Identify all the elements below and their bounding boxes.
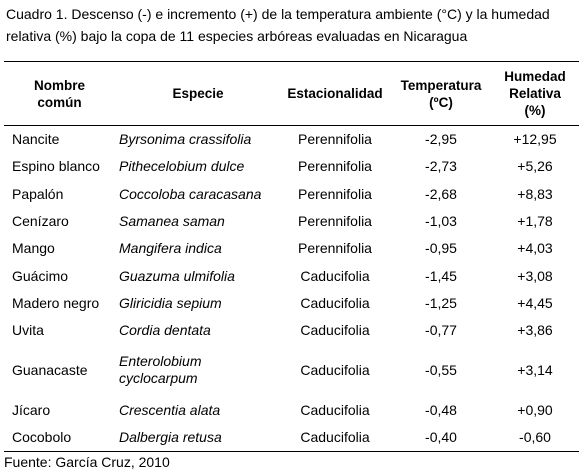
species-cell: Samanea saman xyxy=(109,208,279,235)
header-humidity: Humedad Relativa (%) xyxy=(504,69,566,118)
humidity-cell: +1,78 xyxy=(517,213,553,230)
temperature-cell: -0,40 xyxy=(425,428,457,445)
temperature-cell: -1,25 xyxy=(425,294,457,311)
seasonality-cell: Caducifolia xyxy=(300,267,370,284)
temperature-cell: -2,73 xyxy=(425,158,457,175)
table-row: Madero negro Gliricidia sepium Caducifolia… xyxy=(4,290,579,317)
table-row: Uvita Cordia dentata Caducifolia -0,77 +3,86 xyxy=(4,317,579,344)
table-row: Jícaro Crescentia alata Caducifolia -0,48 +0… xyxy=(4,396,579,423)
common-name-cell: Uvita xyxy=(12,322,44,339)
common-name-cell: Nancite xyxy=(12,131,60,148)
species-name-continued: cyclocarpum xyxy=(119,370,198,387)
species-name: Cordia dentata xyxy=(119,322,211,339)
header-row: Nombre común Especie Estacionalidad Temp… xyxy=(4,61,579,126)
seasonality-cell: Perennifolia xyxy=(298,240,372,257)
common-name-cell: Guácimo xyxy=(12,267,69,284)
seasonality-cell: Caducifolia xyxy=(300,294,370,311)
species-name: Byrsonima crassifolia xyxy=(119,131,252,148)
humidity-cell: +3,08 xyxy=(517,267,553,284)
temperature-cell: -1,03 xyxy=(425,213,457,230)
seasonality-cell: Perennifolia xyxy=(298,213,372,230)
humidity-cell: +0,90 xyxy=(517,401,553,418)
table-row: Papalón Coccoloba caracasana Perennifolia -… xyxy=(4,181,579,208)
seasonality-cell: Caducifolia xyxy=(300,401,370,418)
humidity-cell: -0,60 xyxy=(519,428,551,445)
temperature-cell: -0,48 xyxy=(425,401,457,418)
species-table: Nombre común Especie Estacionalidad Temp… xyxy=(4,61,579,452)
table-row: Espino blanco Pithecelobium dulce Perennif… xyxy=(4,153,579,180)
seasonality-cell: Perennifolia xyxy=(298,158,372,175)
table-row: Mango Mangifera indica Perennifolia -0,95 +4… xyxy=(4,235,579,262)
species-cell: Dalbergia retusa xyxy=(109,424,279,452)
species-cell: Crescentia alata xyxy=(109,396,279,423)
temperature-cell: -2,95 xyxy=(425,131,457,148)
common-name-cell: Cocobolo xyxy=(12,428,72,445)
header-common-name: Nombre común xyxy=(33,77,85,110)
common-name-cell: Guanacaste xyxy=(12,361,88,378)
humidity-cell: +4,03 xyxy=(517,240,553,257)
header-temperature: Temperatura (ºC) xyxy=(400,77,482,110)
seasonality-cell: Perennifolia xyxy=(298,185,372,202)
species-name: Samanea saman xyxy=(119,213,225,230)
temperature-cell: -1,45 xyxy=(425,267,457,284)
table-row: Nancite Byrsonima crassifolia Perennifolia… xyxy=(4,126,579,154)
species-cell: Gliricidia sepium xyxy=(109,290,279,317)
species-cell: Coccoloba caracasana xyxy=(109,181,279,208)
humidity-cell: +12,95 xyxy=(513,131,557,148)
seasonality-cell: Caducifolia xyxy=(300,361,370,378)
species-cell: Byrsonima crassifolia xyxy=(109,126,279,154)
seasonality-cell: Caducifolia xyxy=(300,428,370,445)
temperature-cell: -0,95 xyxy=(425,240,457,257)
species-cell: Pithecelobium dulce xyxy=(109,153,279,180)
humidity-cell: +3,86 xyxy=(517,322,553,339)
common-name-cell: Papalón xyxy=(12,185,64,202)
species-name: Dalbergia retusa xyxy=(119,428,222,445)
seasonality-cell: Perennifolia xyxy=(298,131,372,148)
temperature-cell: -0,55 xyxy=(425,361,457,378)
temperature-cell: -0,77 xyxy=(425,322,457,339)
temperature-cell: -2,68 xyxy=(425,185,457,202)
source-note: Fuente: García Cruz, 2010 xyxy=(4,454,170,470)
humidity-cell: +5,26 xyxy=(517,158,553,175)
data-table-container: Nombre común Especie Estacionalidad Temp… xyxy=(4,61,579,452)
table-row: Cocobolo Dalbergia retusa Caducifolia -0,40… xyxy=(4,424,579,452)
common-name-cell: Madero negro xyxy=(12,294,100,311)
seasonality-cell: Caducifolia xyxy=(300,322,370,339)
common-name-cell: Mango xyxy=(12,240,55,257)
common-name-cell: Espino blanco xyxy=(12,158,100,175)
table-row: Guanacaste Enterolobium cyclocarpum Caducif… xyxy=(4,344,579,396)
species-cell: Cordia dentata xyxy=(109,317,279,344)
species-name: Guazuma ulmifolia xyxy=(119,267,235,284)
table-header: Nombre común Especie Estacionalidad Temp… xyxy=(4,61,579,126)
table-row: Cenízaro Samanea saman Perennifolia -1,03 +1… xyxy=(4,208,579,235)
common-name-cell: Cenízaro xyxy=(12,213,69,230)
species-cell: Enterolobium cyclocarpum xyxy=(109,344,279,396)
humidity-cell: +4,45 xyxy=(517,294,553,311)
species-name: Gliricidia sepium xyxy=(119,294,222,311)
table-caption: Cuadro 1. Descenso (-) e incremento (+) … xyxy=(6,6,550,44)
table-row: Guácimo Guazuma ulmifolia Caducifolia -1,45… xyxy=(4,262,579,289)
common-name-cell: Jícaro xyxy=(12,401,51,418)
header-seasonality: Estacionalidad xyxy=(287,86,383,101)
humidity-cell: +8,83 xyxy=(517,185,553,202)
species-cell: Mangifera indica xyxy=(109,235,279,262)
species-name: Mangifera indica xyxy=(119,240,222,257)
species-name: Coccoloba caracasana xyxy=(119,185,262,202)
species-name: Pithecelobium dulce xyxy=(119,158,245,175)
header-species: Especie xyxy=(172,86,224,101)
table-body: Nancite Byrsonima crassifolia Perennifolia… xyxy=(4,126,579,452)
species-name: Crescentia alata xyxy=(119,401,221,418)
species-cell: Guazuma ulmifolia xyxy=(109,262,279,289)
humidity-cell: +3,14 xyxy=(517,361,553,378)
species-name: Enterolobium xyxy=(119,353,202,370)
